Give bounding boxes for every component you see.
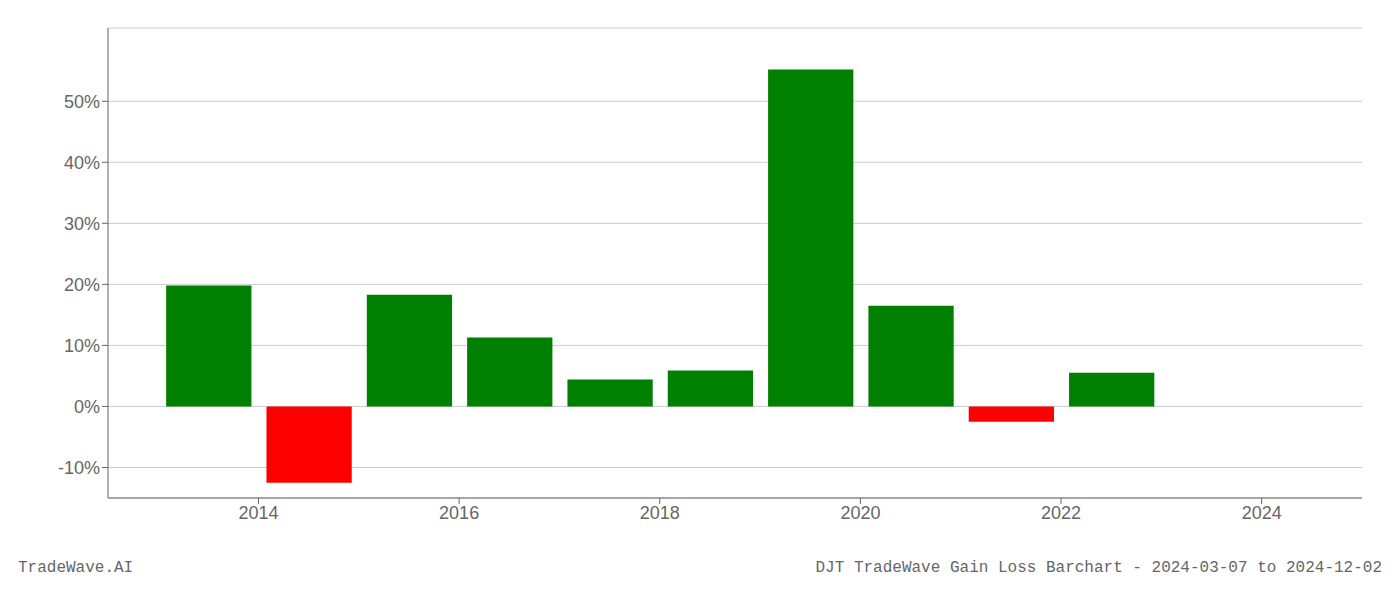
svg-text:40%: 40% — [64, 153, 100, 173]
svg-text:2014: 2014 — [238, 503, 278, 523]
svg-text:10%: 10% — [64, 336, 100, 356]
svg-text:0%: 0% — [74, 397, 100, 417]
svg-text:-10%: -10% — [58, 458, 100, 478]
svg-text:2018: 2018 — [640, 503, 680, 523]
svg-text:20%: 20% — [64, 275, 100, 295]
svg-text:50%: 50% — [64, 92, 100, 112]
svg-text:2022: 2022 — [1041, 503, 1081, 523]
svg-text:2024: 2024 — [1242, 503, 1282, 523]
svg-text:2016: 2016 — [439, 503, 479, 523]
svg-text:30%: 30% — [64, 214, 100, 234]
html-text:DJT TradeWave Gain Loss Barcha: DJT TradeWave Gain Loss Barchart - 2024-… — [815, 559, 1382, 577]
svg-text:2020: 2020 — [840, 503, 880, 523]
html-text:TradeWave.AI: TradeWave.AI — [18, 559, 134, 577]
